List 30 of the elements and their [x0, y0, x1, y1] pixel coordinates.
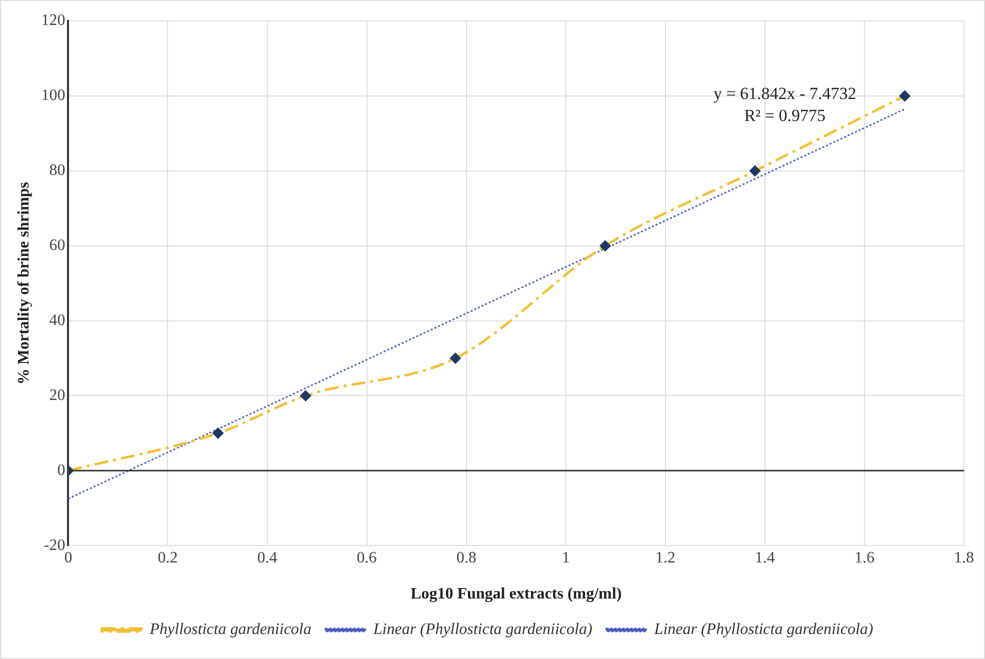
- point: [300, 390, 311, 401]
- x-axis-title: Log10 Fungal extracts (mg/ml): [410, 586, 622, 603]
- y-tick-label: 60: [49, 237, 66, 254]
- x-tick-label: 0.4: [257, 549, 278, 566]
- y-tick-label: 80: [49, 162, 66, 180]
- legend-label: Linear (Phyllosticta gardeniicola): [372, 621, 592, 638]
- legend-label: Linear (Phyllosticta gardeniicola): [653, 621, 874, 638]
- annotation: R² = 0.9775: [744, 106, 826, 125]
- point: [212, 428, 224, 438]
- y-tick-label: 20: [49, 386, 66, 404]
- x-tick-label: 1.2: [655, 549, 676, 566]
- point: [750, 166, 760, 176]
- y-tick-label: 120: [41, 12, 66, 30]
- x-tick-label: 1.4: [754, 549, 775, 566]
- point: [600, 240, 610, 252]
- y-tick-label: 0: [57, 462, 66, 479]
- x-tick-label: 0.6: [356, 549, 377, 566]
- y-tick-label: 40: [49, 312, 66, 329]
- x-tick-label: 0.2: [158, 549, 178, 566]
- point: [450, 352, 461, 364]
- y-axis-title: % Mortality of brine shrimps: [16, 182, 33, 385]
- point: [900, 90, 910, 102]
- x-tick-label: 0.8: [456, 549, 476, 566]
- annotation: y = 61.842x - 7.4732: [713, 84, 856, 103]
- x-tick-label: 1.8: [954, 549, 974, 566]
- legend-label: Phyllosticta gardeniicola: [148, 621, 312, 638]
- y-tick-label: -20: [44, 536, 66, 554]
- x-tick-label: 1.6: [854, 549, 874, 566]
- x-tick-label: 1: [562, 549, 570, 566]
- y-tick-label: 100: [41, 87, 66, 104]
